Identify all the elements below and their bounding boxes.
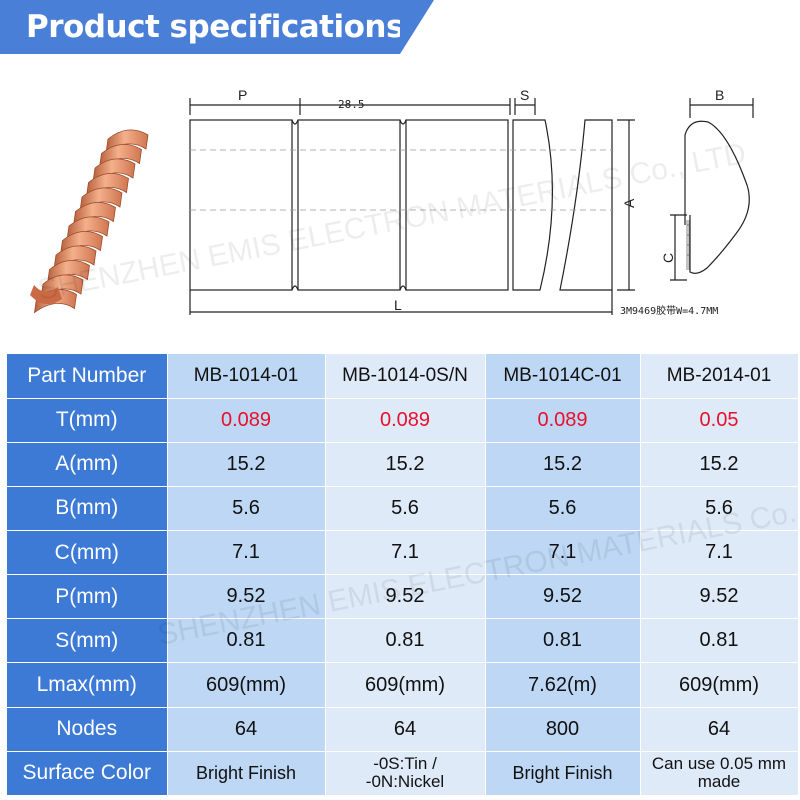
value-cell: 0.089 <box>167 398 326 443</box>
value-cell: 5.6 <box>640 486 799 532</box>
row-label-cell: Surface Color <box>7 751 168 797</box>
value-cell: 0.81 <box>167 618 326 664</box>
value-cell: 0.089 <box>485 398 641 443</box>
svg-text:P: P <box>238 87 247 103</box>
value-cell: 9.52 <box>640 574 799 620</box>
row-label-cell: B(mm) <box>7 486 168 532</box>
table-header-row: Part Number MB-1014-01 MB-1014-0S/N MB-1014… <box>7 354 799 399</box>
value-cell: 7.1 <box>640 530 799 576</box>
spec-table: Part Number MB-1014-01 MB-1014-0S/N MB-1014… <box>7 354 799 797</box>
svg-text:28.5: 28.5 <box>338 98 365 111</box>
value-line: -0N:Nickel <box>365 772 445 792</box>
row-label-cell: T(mm) <box>7 398 168 443</box>
value-line: Can use 0.05 mm <box>651 754 787 774</box>
value-cell: 5.6 <box>485 486 641 532</box>
page-title: Product specifications <box>26 9 404 45</box>
value-cell: 15.2 <box>640 442 799 487</box>
svg-text:B: B <box>715 87 724 103</box>
part-number-cell: MB-1014-0S/N <box>325 354 486 399</box>
part-number-cell: MB-1014-01 <box>167 354 326 399</box>
value-cell: 7.1 <box>325 530 486 576</box>
value-cell: 9.52 <box>325 574 486 620</box>
value-cell: 5.6 <box>167 486 326 532</box>
table-row: A(mm) 15.2 15.2 15.2 15.2 <box>7 442 799 487</box>
row-label-cell: Nodes <box>7 707 168 752</box>
table-row: P(mm) 9.52 9.52 9.52 9.52 <box>7 574 799 620</box>
label-l: L <box>394 297 402 313</box>
value-cell: 64 <box>167 707 326 752</box>
product-photo <box>30 129 149 314</box>
label-pitch: 28.5 <box>338 98 365 111</box>
value-line: made <box>697 772 741 792</box>
table-row: B(mm) 5.6 5.6 5.6 5.6 <box>7 486 799 532</box>
label-a: A <box>621 198 637 208</box>
svg-text:S: S <box>520 87 529 103</box>
part-number-cell: MB-2014-01 <box>640 354 799 399</box>
label-c: C <box>660 253 676 263</box>
tape-note: 3M9469胶带W=4.7MM <box>620 304 718 317</box>
value-line: -0S:Tin / <box>373 754 437 774</box>
table-row: C(mm) 7.1 7.1 7.1 7.1 <box>7 530 799 576</box>
value-cell: 9.52 <box>485 574 641 620</box>
copper-base <box>30 285 62 305</box>
row-label-cell: C(mm) <box>7 530 168 576</box>
value-cell: 7.1 <box>485 530 641 576</box>
table-row: T(mm) 0.089 0.089 0.089 0.05 <box>7 398 799 443</box>
value-cell: 0.81 <box>640 618 799 664</box>
table-row: Nodes 64 64 800 64 <box>7 707 799 752</box>
value-cell: 7.1 <box>167 530 326 576</box>
value-cell: 15.2 <box>325 442 486 487</box>
row-label-cell: A(mm) <box>7 442 168 487</box>
table-row: S(mm) 0.81 0.81 0.81 0.81 <box>7 618 799 664</box>
value-cell: 64 <box>325 707 486 752</box>
value-cell: 9.52 <box>167 574 326 620</box>
value-cell: 0.81 <box>485 618 641 664</box>
value-cell: 7.62(m) <box>485 662 641 708</box>
row-label-cell: Lmax(mm) <box>7 662 168 708</box>
table-row: Surface Color Bright Finish -0S:Tin / -0N:N… <box>7 751 799 797</box>
table-row: Lmax(mm) 609(mm) 609(mm) 7.62(m) 609(mm) <box>7 662 799 708</box>
value-cell: Bright Finish <box>167 751 326 797</box>
row-label-cell: P(mm) <box>7 574 168 620</box>
value-cell: Can use 0.05 mm made <box>640 751 799 797</box>
header-label-cell: Part Number <box>7 354 168 399</box>
svg-text:C: C <box>660 253 676 263</box>
row-label-cell: S(mm) <box>7 618 168 664</box>
value-cell: 0.089 <box>325 398 486 443</box>
value-cell: 609(mm) <box>325 662 486 708</box>
label-p: P <box>238 87 247 103</box>
value-cell: 0.05 <box>640 398 799 443</box>
value-cell: 15.2 <box>167 442 326 487</box>
label-s: S <box>520 87 529 103</box>
value-cell: 5.6 <box>325 486 486 532</box>
value-cell: 15.2 <box>485 442 641 487</box>
label-b: B <box>715 87 724 103</box>
svg-text:3M9469胶带W=4.7MM: 3M9469胶带W=4.7MM <box>620 304 718 317</box>
part-number-cell: MB-1014C-01 <box>485 354 641 399</box>
value-cell: 609(mm) <box>640 662 799 708</box>
value-cell: 64 <box>640 707 799 752</box>
svg-text:A: A <box>621 198 637 208</box>
value-cell: -0S:Tin / -0N:Nickel <box>325 751 486 797</box>
technical-drawing: P 28.5 S B A C L 3M9469胶带W=4.7MM <box>189 87 754 317</box>
value-cell: 800 <box>485 707 641 752</box>
value-cell: Bright Finish <box>485 751 641 797</box>
svg-text:L: L <box>394 297 402 313</box>
value-cell: 609(mm) <box>167 662 326 708</box>
value-cell: 0.81 <box>325 618 486 664</box>
header-banner: Product specifications <box>0 0 434 54</box>
